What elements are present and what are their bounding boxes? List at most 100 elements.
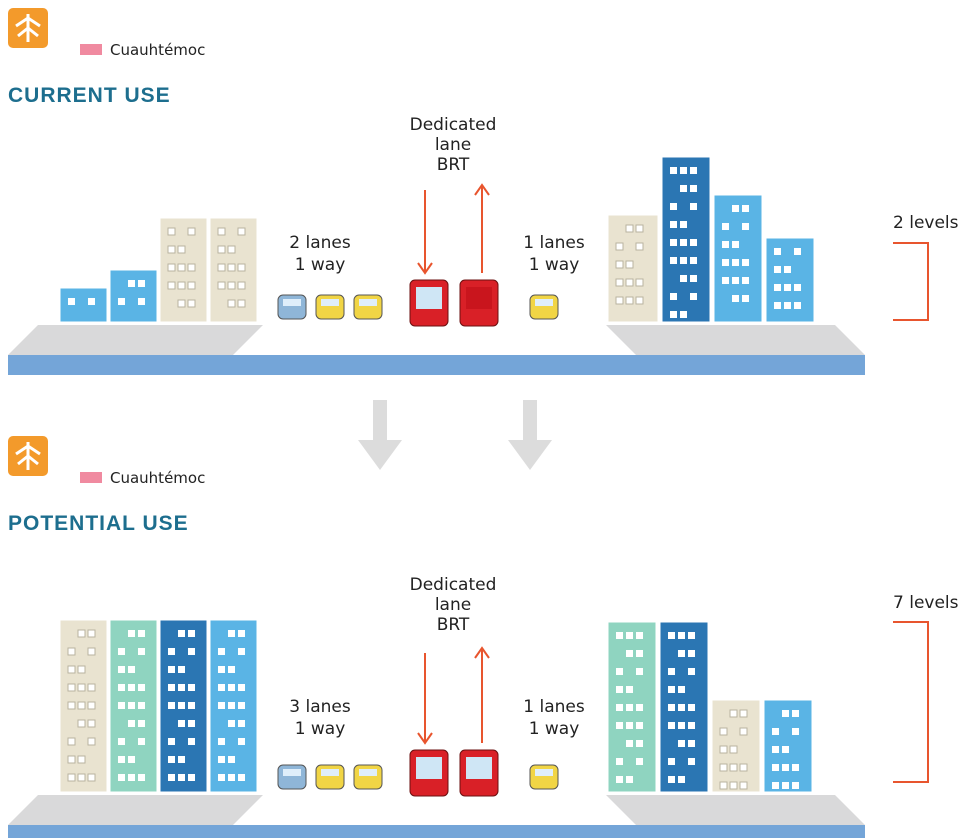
window (138, 702, 145, 709)
window (616, 261, 623, 268)
window (636, 279, 643, 286)
window (792, 764, 799, 771)
window (740, 782, 747, 789)
window (626, 279, 633, 286)
arrow-up (475, 648, 489, 743)
window (218, 666, 225, 673)
window (178, 720, 185, 727)
window (228, 264, 235, 271)
brt-label: BRT (437, 615, 470, 635)
window (238, 282, 245, 289)
brt-label: lane (435, 135, 471, 155)
window (616, 722, 623, 729)
window (668, 776, 675, 783)
window (626, 776, 633, 783)
car (530, 765, 558, 789)
car (316, 295, 344, 319)
window (784, 284, 791, 291)
window (188, 648, 195, 655)
window (178, 300, 185, 307)
window (78, 630, 85, 637)
window (670, 293, 677, 300)
diagram: CuauhtémocCURRENT USEDedicatedlaneBRT2 l… (0, 0, 971, 838)
window (228, 630, 235, 637)
window (118, 774, 125, 781)
road (233, 795, 636, 825)
window (688, 740, 695, 747)
window (690, 293, 697, 300)
building (766, 238, 814, 322)
window (68, 298, 75, 305)
window (680, 311, 687, 318)
window (636, 758, 643, 765)
window (188, 282, 195, 289)
window (188, 702, 195, 709)
window (782, 782, 789, 789)
window (178, 666, 185, 673)
window (678, 686, 685, 693)
window (238, 264, 245, 271)
window (168, 246, 175, 253)
window (218, 774, 225, 781)
window (218, 228, 225, 235)
window (128, 666, 135, 673)
bus-window (466, 287, 492, 309)
window (626, 297, 633, 304)
lanes-label: 1 way (295, 719, 346, 739)
window (720, 746, 727, 753)
window (636, 243, 643, 250)
window (678, 704, 685, 711)
window (188, 228, 195, 235)
window (188, 738, 195, 745)
window (670, 311, 677, 318)
window (228, 300, 235, 307)
window (636, 297, 643, 304)
window (228, 756, 235, 763)
window (178, 246, 185, 253)
window (636, 722, 643, 729)
car (278, 295, 306, 319)
window (616, 243, 623, 250)
window (722, 223, 729, 230)
window (772, 764, 779, 771)
building (714, 195, 762, 322)
window (678, 722, 685, 729)
window (720, 728, 727, 735)
levels-label: 2 levels (893, 213, 959, 233)
brt-label: lane (435, 595, 471, 615)
road-base (8, 355, 865, 375)
window (670, 221, 677, 228)
window (138, 738, 145, 745)
window (690, 257, 697, 264)
window (238, 720, 245, 727)
window (178, 756, 185, 763)
window (774, 284, 781, 291)
window (616, 776, 623, 783)
window (668, 668, 675, 675)
window (68, 774, 75, 781)
transition-arrows (358, 400, 552, 470)
window (188, 684, 195, 691)
window (740, 710, 747, 717)
window (740, 764, 747, 771)
window (238, 738, 245, 745)
window (68, 666, 75, 673)
window (138, 774, 145, 781)
window (690, 167, 697, 174)
window (732, 259, 739, 266)
window (218, 282, 225, 289)
window (688, 722, 695, 729)
window (168, 756, 175, 763)
window (138, 720, 145, 727)
window (88, 630, 95, 637)
window (690, 185, 697, 192)
brt-label: Dedicated (410, 575, 497, 595)
window (168, 684, 175, 691)
window (668, 632, 675, 639)
window (138, 684, 145, 691)
window (118, 738, 125, 745)
window (228, 282, 235, 289)
car-window (283, 769, 301, 776)
car-window (359, 769, 377, 776)
window (774, 302, 781, 309)
